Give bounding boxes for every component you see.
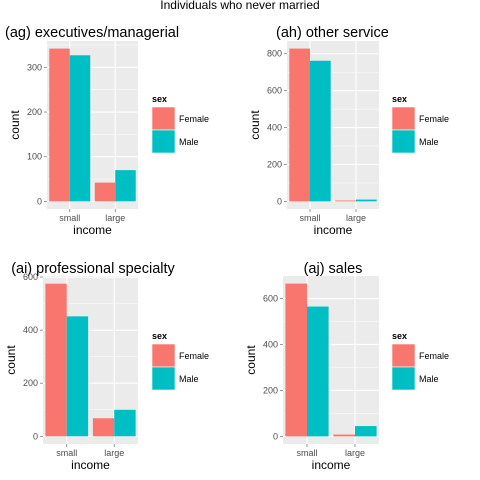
bar-female-small (289, 48, 310, 202)
bar-male-small (310, 60, 331, 202)
x-tick-label: small (296, 448, 317, 458)
legend-key-female (151, 106, 176, 131)
panel-title: (ag) executives/managerial (5, 25, 179, 41)
legend-label: Male (179, 137, 199, 147)
bar-female-large (92, 418, 115, 437)
panels: (ag) executives/managerial 0 100 200 300 smal… (4, 25, 449, 472)
bar-male-small (307, 306, 329, 437)
bar-female-small (49, 48, 70, 202)
x-axis-label: income (312, 458, 351, 472)
y-tick-label: 600 (267, 86, 282, 96)
y-tick-label: 0 (33, 431, 38, 441)
y-tick-label: 400 (267, 123, 282, 133)
bar-male-large (115, 170, 136, 202)
y-axis-label: count (244, 345, 258, 375)
bar-male-large (114, 409, 136, 437)
x-tick-label: small (59, 213, 80, 223)
panel-2: (ah) other service 0 200 400 600 800 small larg… (248, 25, 449, 237)
legend-key-female (391, 106, 416, 131)
x-tick-label: small (299, 213, 320, 223)
legend-label: Female (419, 114, 449, 124)
legend-label: Female (179, 114, 209, 124)
legend-title: sex (392, 94, 407, 104)
y-tick-label: 200 (263, 385, 278, 395)
legend: sex Female Male (391, 94, 449, 154)
bar-male-small (69, 55, 91, 202)
y-tick-label: 0 (277, 196, 282, 206)
bar-female-small (285, 283, 307, 437)
bar-female-large (94, 182, 116, 202)
legend: sex Female Male (151, 331, 209, 391)
y-axis-label: count (4, 345, 18, 375)
legend-key-male (151, 129, 176, 154)
panel-1: (ag) executives/managerial 0 100 200 300 smal… (5, 25, 209, 237)
bar-male-large (356, 199, 377, 202)
y-axis-label: count (8, 110, 22, 140)
x-tick-label: small (56, 448, 77, 458)
panel-3: (ai) professional specialty 0 200 400 600 sma… (4, 261, 209, 472)
y-tick-label: 800 (267, 49, 282, 59)
y-tick-label: 600 (23, 272, 38, 282)
legend-label: Female (419, 351, 449, 361)
x-tick-label: large (104, 448, 124, 458)
bar-female-large (333, 434, 355, 437)
figure-title: Individuals who never married (160, 0, 319, 12)
x-axis-label: income (73, 223, 112, 237)
bar-female-large (335, 200, 356, 202)
y-tick-label: 400 (263, 339, 278, 349)
y-tick-label: 200 (27, 107, 42, 117)
x-tick-label: large (105, 213, 125, 223)
legend-title: sex (392, 331, 407, 341)
x-axis-label: income (71, 458, 110, 472)
legend-label: Male (419, 374, 439, 384)
legend-label: Male (419, 137, 439, 147)
y-tick-label: 0 (37, 196, 42, 206)
legend-label: Male (179, 374, 199, 384)
bar-male-large (355, 426, 377, 437)
legend-key-female (151, 343, 176, 368)
legend-label: Female (179, 351, 209, 361)
legend: sex Female Male (391, 331, 449, 391)
y-axis-label: count (248, 110, 262, 140)
x-axis-label: income (314, 223, 353, 237)
y-tick-label: 100 (27, 152, 42, 162)
bar-female-small (45, 283, 67, 437)
legend-key-female (391, 343, 416, 368)
legend-key-male (391, 129, 416, 154)
legend-title: sex (152, 94, 167, 104)
y-tick-label: 0 (273, 431, 278, 441)
y-tick-label: 300 (27, 62, 42, 72)
bar-male-small (66, 316, 89, 437)
x-tick-label: large (346, 213, 366, 223)
y-tick-label: 400 (23, 325, 38, 335)
y-tick-label: 200 (267, 160, 282, 170)
legend: sex Female Male (151, 94, 209, 154)
panel-title: (aj) sales (304, 261, 363, 277)
y-tick-label: 600 (263, 294, 278, 304)
legend-title: sex (152, 331, 167, 341)
legend-key-male (391, 366, 416, 391)
legend-key-male (151, 366, 176, 391)
panel-title: (ai) professional specialty (11, 261, 175, 277)
panel-title: (ah) other service (276, 25, 389, 41)
y-tick-label: 200 (23, 378, 38, 388)
x-tick-label: large (345, 448, 365, 458)
